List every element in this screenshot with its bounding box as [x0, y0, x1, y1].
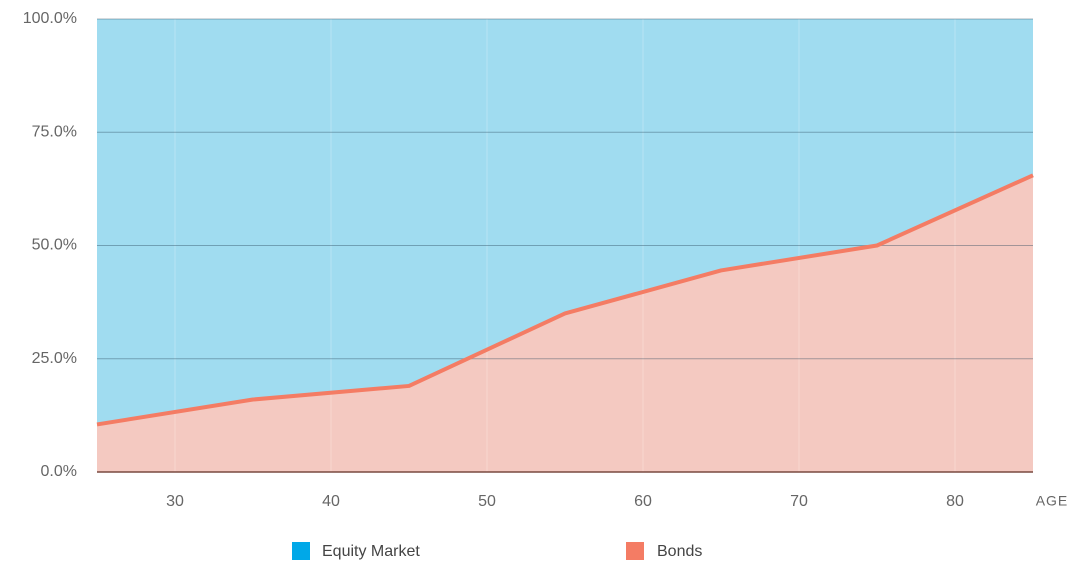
y-tick-label: 75.0% [32, 123, 77, 140]
x-tick-label: 30 [166, 493, 184, 510]
x-tick-label: 70 [790, 493, 808, 510]
legend-swatch [626, 542, 644, 560]
area [97, 175, 1033, 472]
y-tick-label: 0.0% [41, 463, 77, 480]
x-tick-label: 50 [478, 493, 496, 510]
x-axis-label: AGE [1036, 493, 1069, 509]
y-tick-label: 25.0% [32, 350, 77, 367]
line [96, 173, 1034, 427]
area [97, 19, 1033, 425]
legend-swatch [292, 542, 310, 560]
legend-label: Equity Market [322, 543, 420, 560]
legend-label: Bonds [657, 543, 702, 560]
y-tick-label: 100.0% [23, 10, 77, 27]
y-tick-label: 50.0% [32, 237, 77, 254]
x-tick-label: 80 [946, 493, 964, 510]
x-tick-label: 60 [634, 493, 652, 510]
x-tick-label: 40 [322, 493, 340, 510]
